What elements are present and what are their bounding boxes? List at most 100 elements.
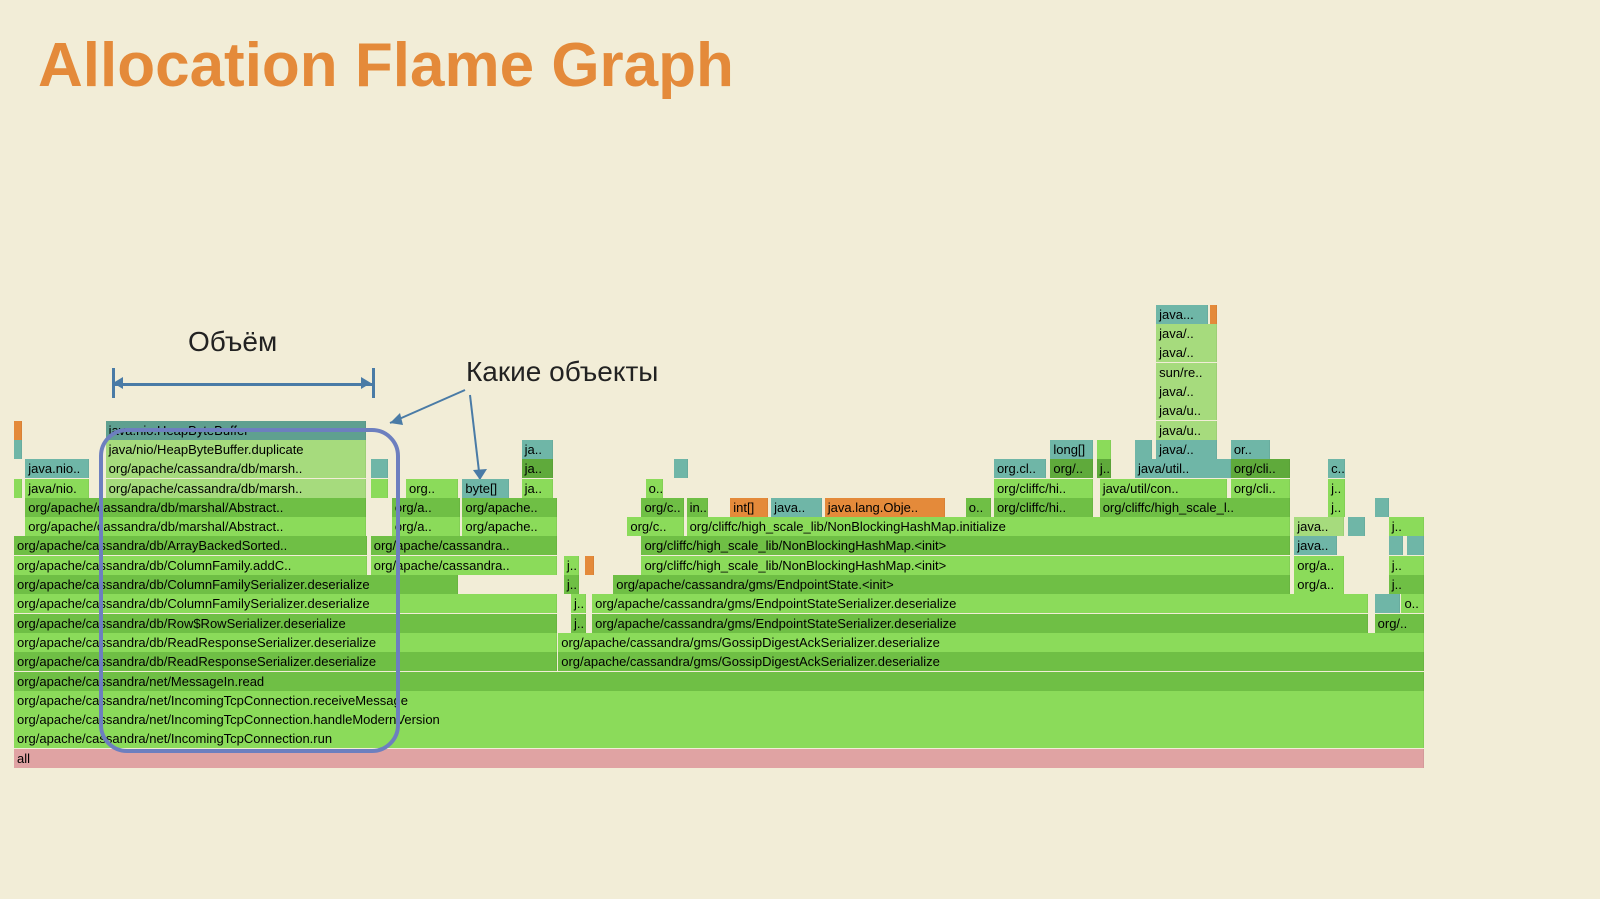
flame-cell[interactable]: org/cliffc/hi.. bbox=[994, 498, 1093, 517]
flame-cell[interactable] bbox=[14, 421, 22, 440]
flame-cell[interactable] bbox=[14, 479, 22, 498]
flame-cell[interactable]: java... bbox=[1156, 305, 1208, 324]
flame-cell[interactable]: org.cl.. bbox=[994, 459, 1046, 478]
flame-cell[interactable]: org/cliffc/high_scale_lib/NonBlockingHas… bbox=[641, 536, 1290, 555]
flame-cell[interactable]: org/cli.. bbox=[1231, 479, 1290, 498]
flame-cell[interactable]: org/apache/cassandra/gms/GossipDigestAck… bbox=[558, 633, 1424, 652]
flame-cell[interactable] bbox=[1375, 594, 1400, 613]
flame-cell[interactable]: j.. bbox=[564, 556, 580, 575]
flame-cell[interactable]: org/.. bbox=[1375, 614, 1424, 633]
flame-cell[interactable]: org/apache/cassandra/net/IncomingTcpConn… bbox=[14, 729, 1424, 748]
flame-cell[interactable]: org/apache/cassandra/gms/EndpointStateSe… bbox=[592, 594, 1368, 613]
flame-cell[interactable]: ja.. bbox=[522, 459, 553, 478]
flame-cell[interactable] bbox=[1389, 536, 1403, 555]
flame-cell[interactable]: o.. bbox=[966, 498, 991, 517]
flame-cell[interactable] bbox=[585, 556, 593, 575]
flame-cell[interactable]: org/cliffc/hi.. bbox=[994, 479, 1093, 498]
flame-cell[interactable]: java/.. bbox=[1156, 343, 1217, 362]
flame-cell[interactable]: org/cliffc/high_scale_lib/NonBlockingHas… bbox=[641, 556, 1290, 575]
flame-cell[interactable]: c.. bbox=[1328, 459, 1345, 478]
flame-cell[interactable]: org/a.. bbox=[1294, 556, 1343, 575]
flame-cell[interactable]: byte[] bbox=[462, 479, 509, 498]
flame-cell[interactable]: ja.. bbox=[522, 440, 553, 459]
flame-cell[interactable]: org/c.. bbox=[641, 498, 683, 517]
flame-cell[interactable]: java/.. bbox=[1156, 440, 1217, 459]
flame-cell[interactable]: org.. bbox=[406, 479, 458, 498]
flame-cell[interactable]: java/util.. bbox=[1135, 459, 1231, 478]
flame-cell[interactable]: java.nio.HeapByteBuffer bbox=[106, 421, 367, 440]
flame-cell[interactable]: org/apache/cassandra/net/IncomingTcpConn… bbox=[14, 691, 1424, 710]
flame-cell[interactable]: j.. bbox=[1389, 575, 1424, 594]
flame-cell[interactable]: j.. bbox=[571, 594, 587, 613]
flame-cell[interactable]: org/apache/cassandra/db/Row$RowSerialize… bbox=[14, 614, 557, 633]
flame-cell[interactable]: java/u.. bbox=[1156, 401, 1217, 420]
flame-cell[interactable]: j.. bbox=[1328, 479, 1345, 498]
flame-cell[interactable]: org/apache/cassandra/db/ReadResponseSeri… bbox=[14, 633, 557, 652]
flame-cell[interactable] bbox=[371, 459, 388, 478]
flame-cell[interactable] bbox=[1210, 305, 1217, 324]
flame-cell[interactable]: j.. bbox=[564, 575, 580, 594]
flame-cell[interactable]: org/apache/cassandra/gms/GossipDigestAck… bbox=[558, 652, 1424, 671]
flame-cell[interactable]: j.. bbox=[1328, 498, 1345, 517]
flame-cell[interactable]: org/apache/cassandra/db/ArrayBackedSorte… bbox=[14, 536, 367, 555]
flame-cell[interactable]: org/apache/cassandra.. bbox=[371, 556, 557, 575]
flame-cell[interactable]: org/apache/cassandra/net/MessageIn.read bbox=[14, 672, 1424, 691]
flame-cell[interactable]: org/apache/cassandra/gms/EndpointState.<… bbox=[613, 575, 1290, 594]
flame-cell[interactable]: org/apache/cassandra/db/ReadResponseSeri… bbox=[14, 652, 557, 671]
flame-cell[interactable]: java/.. bbox=[1156, 382, 1217, 401]
flame-cell[interactable]: java.. bbox=[771, 498, 822, 517]
flame-cell[interactable] bbox=[371, 479, 388, 498]
flame-cell[interactable]: org/apache.. bbox=[462, 498, 556, 517]
flame-cell[interactable]: o.. bbox=[646, 479, 663, 498]
flame-cell[interactable] bbox=[674, 459, 688, 478]
flame-cell[interactable]: org/a.. bbox=[392, 517, 460, 536]
flame-cell[interactable]: org/c.. bbox=[627, 517, 683, 536]
flame-cell[interactable] bbox=[1135, 440, 1152, 459]
flame-cell[interactable]: org/a.. bbox=[392, 498, 460, 517]
flame-cell[interactable]: j.. bbox=[1389, 517, 1424, 536]
flame-cell[interactable]: org/a.. bbox=[1294, 575, 1343, 594]
flame-cell[interactable]: org/apache/cassandra/db/marshal/Abstract… bbox=[25, 498, 366, 517]
flame-cell[interactable]: java/util/con.. bbox=[1100, 479, 1227, 498]
flame-cell[interactable]: org/.. bbox=[1050, 459, 1092, 478]
flame-cell[interactable]: ja.. bbox=[522, 479, 553, 498]
flame-cell[interactable] bbox=[1375, 498, 1389, 517]
flame-cell[interactable]: all bbox=[14, 749, 1424, 768]
flame-cell[interactable]: org/apache/cassandra.. bbox=[371, 536, 557, 555]
flame-cell[interactable]: long[] bbox=[1050, 440, 1092, 459]
flame-cell[interactable]: java/nio. bbox=[25, 479, 88, 498]
flame-cell[interactable]: in.. bbox=[687, 498, 708, 517]
flame-cell[interactable]: or.. bbox=[1231, 440, 1270, 459]
flame-cell[interactable] bbox=[1407, 536, 1424, 555]
flame-cell[interactable]: java/nio/HeapByteBuffer.duplicate bbox=[106, 440, 367, 459]
flame-cell[interactable]: org/cli.. bbox=[1231, 459, 1290, 478]
flame-cell[interactable]: org/apache/cassandra/db/ColumnFamilySeri… bbox=[14, 594, 557, 613]
flame-cell[interactable]: java/.. bbox=[1156, 324, 1217, 343]
flame-cell[interactable]: org/apache/cassandra/db/ColumnFamilySeri… bbox=[14, 575, 458, 594]
flame-cell[interactable]: java.. bbox=[1294, 517, 1343, 536]
flame-cell[interactable] bbox=[1348, 517, 1365, 536]
flame-cell[interactable]: org/cliffc/high_scale_lib/NonBlockingHas… bbox=[687, 517, 1290, 536]
flame-cell[interactable]: int[] bbox=[730, 498, 768, 517]
flame-cell[interactable]: java.lang.Obje.. bbox=[825, 498, 945, 517]
flame-cell[interactable]: org/apache/cassandra/db/marsh.. bbox=[106, 479, 367, 498]
flame-cell[interactable]: o.. bbox=[1401, 594, 1424, 613]
flame-graph[interactable]: allorg/apache/cassandra/net/IncomingTcpC… bbox=[14, 305, 1424, 768]
flame-row: java/.. bbox=[14, 382, 1424, 401]
flame-cell[interactable]: j.. bbox=[1097, 459, 1111, 478]
flame-cell[interactable]: org/apache.. bbox=[462, 517, 556, 536]
flame-cell[interactable]: org/apache/cassandra/net/IncomingTcpConn… bbox=[14, 710, 1424, 729]
flame-cell[interactable]: java.. bbox=[1294, 536, 1336, 555]
flame-cell[interactable]: org/apache/cassandra/gms/EndpointStateSe… bbox=[592, 614, 1368, 633]
flame-cell[interactable] bbox=[1097, 440, 1111, 459]
flame-cell[interactable] bbox=[14, 440, 22, 459]
flame-cell[interactable]: org/apache/cassandra/db/ColumnFamily.add… bbox=[14, 556, 367, 575]
flame-cell[interactable]: java/u.. bbox=[1156, 421, 1217, 440]
flame-cell[interactable]: java.nio.. bbox=[25, 459, 88, 478]
flame-cell[interactable]: org/apache/cassandra/db/marsh.. bbox=[106, 459, 367, 478]
flame-cell[interactable]: sun/re.. bbox=[1156, 363, 1217, 382]
flame-cell[interactable]: j.. bbox=[1389, 556, 1424, 575]
flame-cell[interactable]: j.. bbox=[571, 614, 587, 633]
flame-cell[interactable]: org/apache/cassandra/db/marshal/Abstract… bbox=[25, 517, 366, 536]
flame-cell[interactable]: org/cliffc/high_scale_l.. bbox=[1100, 498, 1290, 517]
